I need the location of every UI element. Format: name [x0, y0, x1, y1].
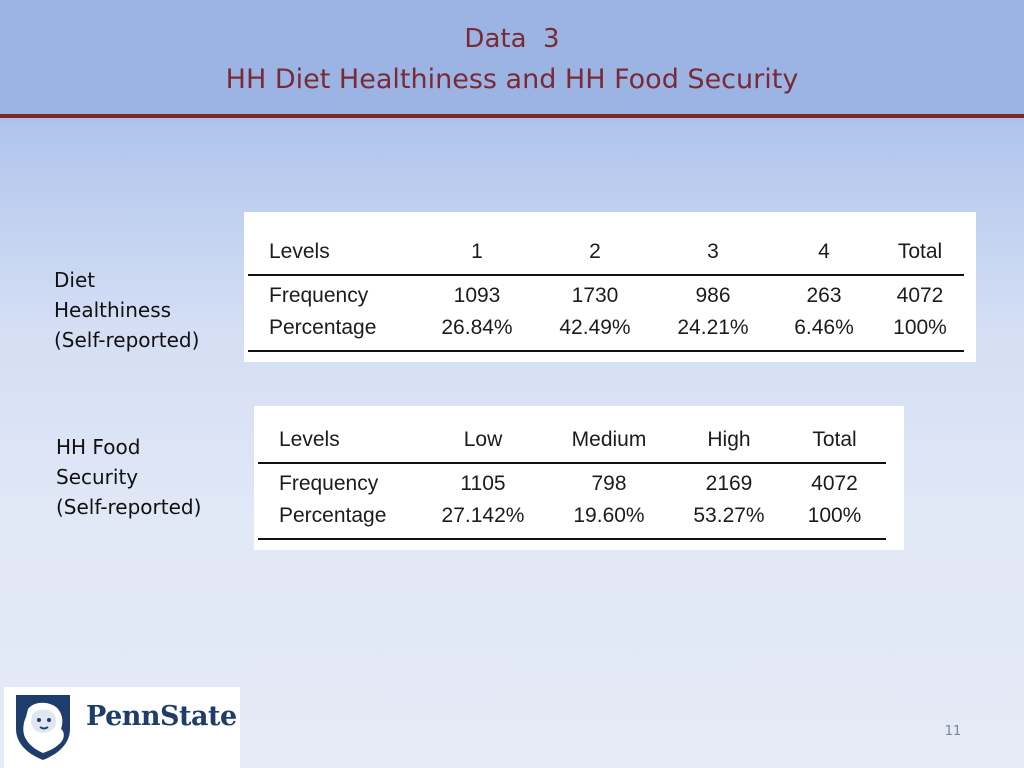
table-cell: 986	[695, 284, 731, 307]
column-header: Levels	[248, 230, 418, 276]
table-row: Percentage 27.142% 19.60% 53.27% 100%	[258, 500, 886, 540]
row-label: Percentage	[248, 312, 418, 352]
food-security-table-card: Levels Low Medium High Total Frequency 1…	[254, 406, 904, 550]
table-cell: 26.84%	[418, 312, 536, 352]
row-label: Frequency	[269, 284, 369, 307]
diet-healthiness-table: Levels 1 2 3 4 Total Frequency 1093 1730…	[248, 230, 964, 352]
column-header: 1	[418, 230, 536, 276]
column-header: Total	[783, 418, 886, 464]
column-header: 2	[536, 230, 654, 276]
table-header-row: Levels Low Medium High Total	[258, 418, 886, 464]
diet-table-card: Levels 1 2 3 4 Total Frequency 1093 1730…	[244, 212, 976, 362]
table-row: Frequency 1105 798 2169 4072	[258, 463, 886, 500]
slide-title: Data 3	[464, 24, 560, 54]
page-number: 11	[944, 724, 962, 739]
column-header: Low	[423, 418, 543, 464]
table-cell: 263	[806, 284, 842, 307]
column-header: 4	[772, 230, 876, 276]
column-header: Levels	[258, 418, 423, 464]
logo-wordmark: PennState	[86, 701, 237, 732]
table-row: Frequency 1093 1730 986 263 4072	[248, 275, 964, 312]
row-label: Percentage	[258, 500, 423, 540]
column-header: 3	[654, 230, 772, 276]
table-cell: 24.21%	[654, 312, 772, 352]
table-row: Percentage 26.84% 42.49% 24.21% 6.46% 10…	[248, 312, 964, 352]
label-line: (Self-reported)	[54, 328, 200, 352]
label-line: (Self-reported)	[56, 495, 202, 519]
diet-healthiness-label: Diet Healthiness (Self-reported)	[54, 265, 199, 355]
table-cell: 1105	[460, 472, 506, 495]
table-cell: 19.60%	[543, 500, 675, 540]
nittany-lion-shield-icon	[16, 695, 70, 760]
table-cell: 798	[591, 472, 627, 495]
label-line: Healthiness	[54, 298, 172, 322]
slide-subtitle: HH Diet Healthiness and HH Food Security	[225, 64, 799, 95]
pennstate-logo: PennState	[4, 687, 240, 768]
column-header: Total	[876, 230, 964, 276]
table-cell: 6.46%	[772, 312, 876, 352]
table-cell: 27.142%	[423, 500, 543, 540]
table-cell: 2169	[705, 472, 753, 495]
food-security-table: Levels Low Medium High Total Frequency 1…	[258, 418, 886, 540]
label-line: HH Food	[56, 435, 141, 459]
table-cell: 53.27%	[675, 500, 783, 540]
table-cell: 4072	[896, 284, 944, 307]
column-header: Medium	[543, 418, 675, 464]
column-header: High	[675, 418, 783, 464]
label-line: Diet	[54, 268, 96, 292]
table-cell: 1093	[453, 284, 501, 307]
table-header-row: Levels 1 2 3 4 Total	[248, 230, 964, 276]
food-security-label: HH Food Security (Self-reported)	[56, 432, 201, 522]
label-line: Security	[56, 465, 139, 489]
table-cell: 1730	[571, 284, 619, 307]
slide-header	[0, 0, 1024, 115]
row-label: Frequency	[279, 472, 379, 495]
table-cell: 4072	[811, 472, 858, 495]
table-cell: 100%	[876, 312, 964, 352]
table-cell: 100%	[783, 500, 886, 540]
table-cell: 42.49%	[536, 312, 654, 352]
header-divider	[0, 114, 1024, 118]
